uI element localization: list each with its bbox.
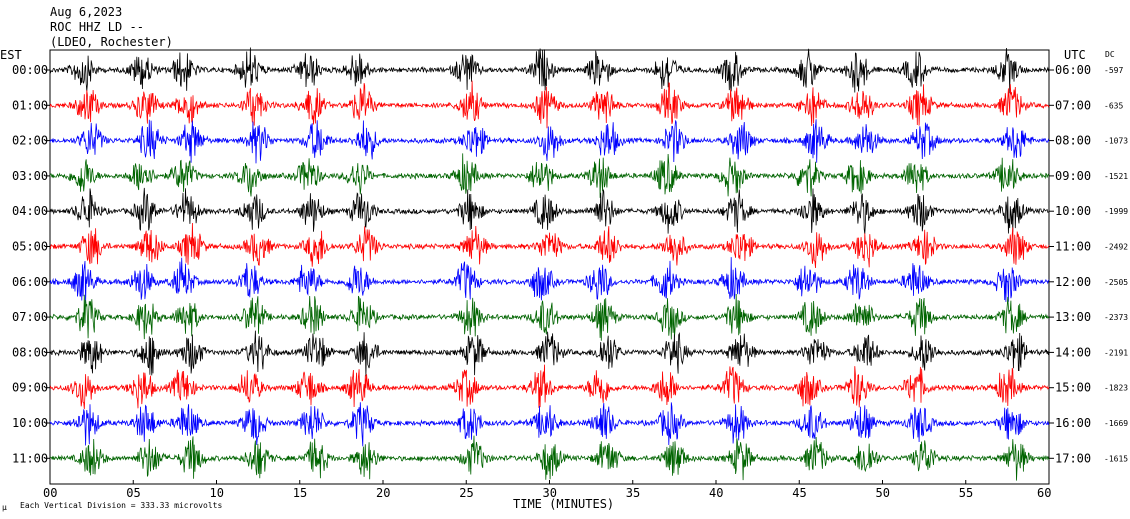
dc-offset-label: -2191 xyxy=(1104,348,1128,357)
dc-offset-label: -1615 xyxy=(1104,454,1128,463)
x-tick-label: 50 xyxy=(876,486,890,500)
est-tick-label: 05:00 xyxy=(12,240,48,254)
est-tick-label: 02:00 xyxy=(12,134,48,148)
x-tick-label: 10 xyxy=(210,486,224,500)
est-tick-label: 06:00 xyxy=(12,275,48,289)
est-tick-label: 01:00 xyxy=(12,98,48,112)
x-tick-label: 35 xyxy=(626,486,640,500)
utc-tick-label: 10:00 xyxy=(1055,204,1091,218)
utc-tick-label: 13:00 xyxy=(1055,310,1091,324)
utc-axis-label: UTC xyxy=(1064,48,1086,62)
trace-row-1100 xyxy=(49,435,1050,481)
x-tick-label: 60 xyxy=(1037,486,1051,500)
network-label: (LDEO, Rochester) xyxy=(50,35,173,49)
x-tick-label: 30 xyxy=(543,486,557,500)
trace-layer xyxy=(49,47,1050,481)
scale-note: Each Vertical Division = 333.33 microvol… xyxy=(20,501,222,510)
dc-offset-label: -1073 xyxy=(1104,137,1128,146)
utc-tick-label: 06:00 xyxy=(1055,63,1091,77)
dc-offset-label: -597 xyxy=(1104,66,1123,75)
x-tick-label: 55 xyxy=(959,486,973,500)
trace-row-0800 xyxy=(49,330,1050,377)
utc-tick-label: 07:00 xyxy=(1055,98,1091,112)
est-tick-label: 10:00 xyxy=(12,416,48,430)
utc-tick-label: 09:00 xyxy=(1055,169,1091,183)
x-axis-title: TIME (MINUTES) xyxy=(513,497,614,511)
x-tick-label: 45 xyxy=(792,486,806,500)
x-tick-label: 05 xyxy=(126,486,140,500)
x-tick-label: 00 xyxy=(43,486,57,500)
utc-tick-label: 16:00 xyxy=(1055,416,1091,430)
station-label: ROC HHZ LD -- xyxy=(50,20,144,34)
utc-tick-label: 14:00 xyxy=(1055,345,1091,359)
microvolt-symbol: μ xyxy=(2,503,7,512)
dc-axis-label: DC xyxy=(1105,50,1115,59)
trace-row-0100 xyxy=(49,80,1050,129)
trace-row-0700 xyxy=(49,293,1050,341)
est-tick-label: 08:00 xyxy=(12,345,48,359)
date-label: Aug 6,2023 xyxy=(50,5,122,19)
trace-row-0300 xyxy=(49,153,1050,198)
x-tick-layer: 00 05 10 15 20 25 30 35 40 45 50 55 60 xyxy=(43,480,1051,500)
est-tick-label: 11:00 xyxy=(12,451,48,465)
trace-row-0200 xyxy=(49,119,1050,164)
trace-row-1000 xyxy=(49,402,1050,447)
trace-row-0000 xyxy=(49,47,1050,94)
dc-offset-label: -1823 xyxy=(1104,384,1128,393)
x-tick-label: 15 xyxy=(293,486,307,500)
dc-offset-label: -2373 xyxy=(1104,313,1128,322)
trace-row-0400 xyxy=(49,187,1050,234)
x-tick-label: 40 xyxy=(709,486,723,500)
x-tick-label: 25 xyxy=(459,486,473,500)
x-tick-label: 20 xyxy=(376,486,390,500)
utc-tick-label: 08:00 xyxy=(1055,134,1091,148)
dc-offset-label: -2505 xyxy=(1104,278,1128,287)
dc-offset-label: -1521 xyxy=(1104,172,1128,181)
trace-row-0600 xyxy=(49,257,1050,304)
est-axis-label: EST xyxy=(0,48,22,62)
est-tick-label: 04:00 xyxy=(12,204,48,218)
trace-row-0500 xyxy=(49,222,1050,269)
est-tick-label: 00:00 xyxy=(12,63,48,77)
est-tick-label: 07:00 xyxy=(12,310,48,324)
dc-offset-label: -635 xyxy=(1104,101,1123,110)
utc-tick-label: 15:00 xyxy=(1055,381,1091,395)
dc-offset-label: -1999 xyxy=(1104,207,1128,216)
trace-row-0900 xyxy=(49,364,1050,410)
utc-tick-label: 11:00 xyxy=(1055,240,1091,254)
dc-offset-label: -2492 xyxy=(1104,243,1128,252)
utc-tick-label: 17:00 xyxy=(1055,451,1091,465)
row-label-layer: 00:00 06:00 -597 01:00 07:00 -635 02:00 08:00 -1… xyxy=(12,63,1128,465)
est-tick-label: 09:00 xyxy=(12,381,48,395)
dc-offset-label: -1669 xyxy=(1104,419,1128,428)
utc-tick-label: 12:00 xyxy=(1055,275,1091,289)
est-tick-label: 03:00 xyxy=(12,169,48,183)
